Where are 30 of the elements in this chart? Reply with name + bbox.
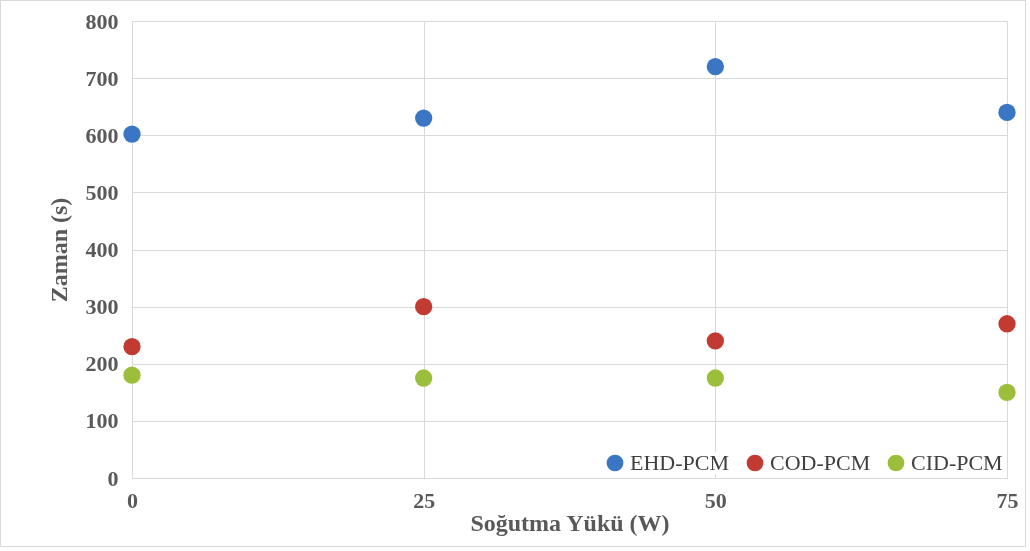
point xyxy=(998,103,1016,122)
x-tick-label: 25 xyxy=(413,487,436,513)
point xyxy=(998,315,1016,333)
y-tick-label: 100 xyxy=(85,408,119,434)
y-axis-title: Zaman (s) xyxy=(45,197,72,303)
point xyxy=(706,332,724,350)
legend-label: CID-PCM xyxy=(911,450,1003,475)
y-tick-label: 400 xyxy=(85,237,119,262)
y-tick-label: 600 xyxy=(85,122,119,148)
x-tick-label: 0 xyxy=(127,487,138,513)
point xyxy=(415,297,433,316)
y-tick-label: 0 xyxy=(107,465,119,491)
point xyxy=(706,58,724,76)
x-tick-label: 75 xyxy=(996,487,1019,513)
point xyxy=(123,366,141,384)
x-tick-label: 50 xyxy=(704,487,727,513)
y-tick-label: 500 xyxy=(85,179,119,205)
point xyxy=(998,383,1016,401)
point xyxy=(415,369,433,387)
y-tick-label: 800 xyxy=(85,8,119,34)
point xyxy=(706,369,724,387)
x-axis-title: Soğutma Yükü (W) xyxy=(470,509,670,536)
point xyxy=(123,337,141,356)
legend-label: COD-PCM xyxy=(770,450,871,475)
y-tick-label: 700 xyxy=(85,65,119,91)
point xyxy=(123,125,141,143)
y-tick-label: 300 xyxy=(85,294,119,320)
point xyxy=(415,109,433,127)
y-tick-label: 200 xyxy=(85,351,119,377)
legend-label: EHD-PCM xyxy=(630,450,730,475)
